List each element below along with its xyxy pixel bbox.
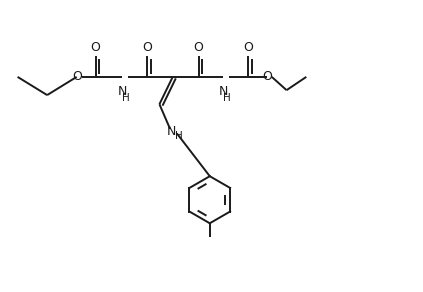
- Text: O: O: [243, 41, 253, 54]
- Text: N: N: [219, 85, 228, 98]
- Text: H: H: [122, 93, 130, 103]
- Text: O: O: [262, 70, 272, 84]
- Text: H: H: [223, 93, 231, 103]
- Text: O: O: [194, 41, 203, 54]
- Text: O: O: [72, 70, 82, 84]
- Text: N: N: [118, 85, 127, 98]
- Text: O: O: [142, 41, 152, 54]
- Text: N: N: [167, 125, 176, 138]
- Text: H: H: [175, 131, 182, 141]
- Text: O: O: [91, 41, 101, 54]
